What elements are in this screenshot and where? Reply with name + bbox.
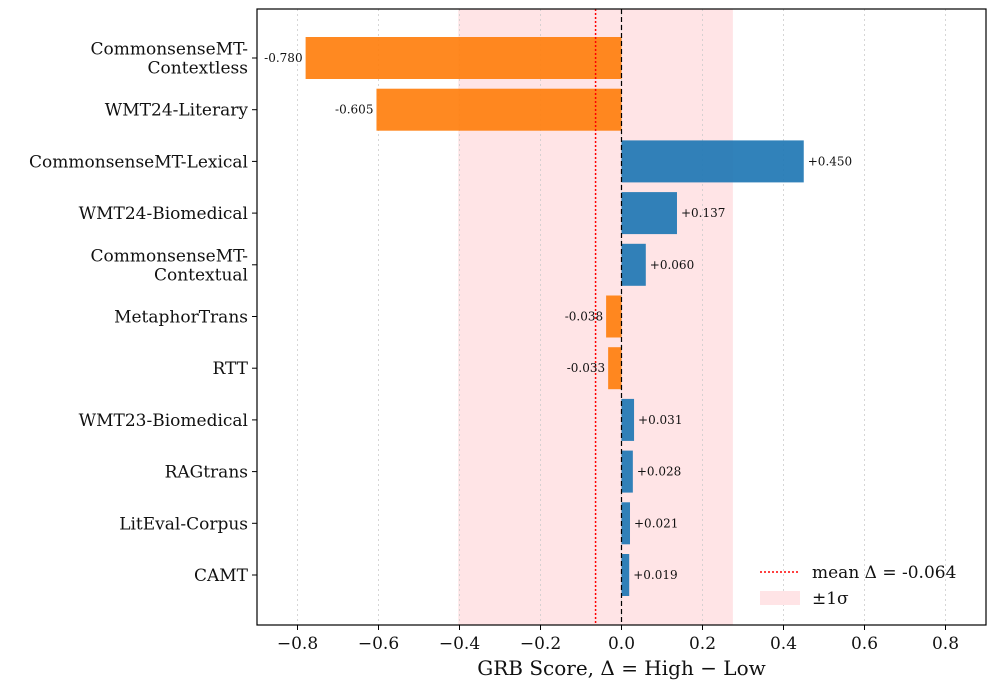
x-tick-label: 0.6: [851, 634, 878, 654]
bar: [621, 502, 631, 545]
bar: [305, 37, 622, 79]
category-label: WMT24-Literary: [105, 101, 249, 121]
category-label: CAMT: [194, 566, 249, 586]
bar-value-label: +0.021: [634, 516, 678, 530]
legend-band-swatch: [760, 591, 800, 605]
bar: [376, 88, 622, 131]
bars: [305, 37, 804, 596]
x-tick-label: −0.8: [277, 634, 318, 654]
category-label: CommonsenseMT-: [91, 40, 248, 60]
bar-value-label: +0.031: [638, 413, 682, 427]
legend: mean Δ = -0.064 ±1σ: [760, 563, 956, 609]
x-axis: −0.8 −0.6 −0.4 −0.2 0.0 0.2 0.4 0.6 0.8: [277, 625, 959, 654]
category-axis: CommonsenseMT-ContextlessWMT24-LiteraryC…: [29, 40, 257, 586]
bar: [621, 398, 635, 441]
category-label: Contextual: [154, 265, 248, 285]
x-tick-label: 0.2: [689, 634, 716, 654]
category-label: CommonsenseMT-Lexical: [29, 152, 248, 172]
category-label: Contextless: [148, 59, 248, 79]
bar: [621, 140, 804, 183]
bar: [621, 192, 677, 235]
bar-value-label: +0.028: [637, 465, 681, 479]
x-tick-label: −0.4: [439, 634, 480, 654]
x-tick-label: 0.8: [932, 634, 959, 654]
reference-lines: [594, 9, 623, 625]
category-label: CommonsenseMT-: [91, 246, 248, 266]
bar-value-label: +0.060: [650, 258, 694, 272]
x-tick-label: 0.4: [770, 634, 797, 654]
bar-value-label: -0.038: [565, 310, 603, 324]
category-label: RTT: [213, 359, 249, 379]
bar-value-label: -0.605: [335, 103, 373, 117]
bar-value-label: +0.019: [633, 568, 677, 582]
category-label: WMT23-Biomedical: [79, 411, 248, 431]
x-tick-label: 0.0: [608, 634, 635, 654]
bar-value-label: +0.137: [681, 206, 725, 220]
category-label: RAGtrans: [165, 463, 248, 483]
x-tick-label: −0.6: [358, 634, 399, 654]
x-axis-label: GRB Score, Δ = High − Low: [477, 656, 766, 680]
value-labels: -0.780 -0.605 +0.450 +0.137 +0.060 -0.038 -0.0…: [264, 51, 852, 582]
category-label: WMT24-Biomedical: [79, 204, 248, 224]
bar-value-label: -0.780: [264, 51, 302, 65]
bar: [621, 243, 646, 286]
bar-value-label: -0.033: [567, 361, 605, 375]
bar: [608, 347, 622, 390]
x-tick-label: −0.2: [520, 634, 561, 654]
bar: [621, 554, 630, 596]
bar: [621, 450, 633, 493]
legend-band-label: ±1σ: [812, 589, 849, 609]
category-label: MetaphorTrans: [114, 308, 248, 328]
bar-value-label: +0.450: [808, 154, 852, 168]
legend-mean-label: mean Δ = -0.064: [812, 563, 956, 583]
category-label: LitEval-Corpus: [119, 514, 248, 534]
bar: [606, 295, 622, 338]
